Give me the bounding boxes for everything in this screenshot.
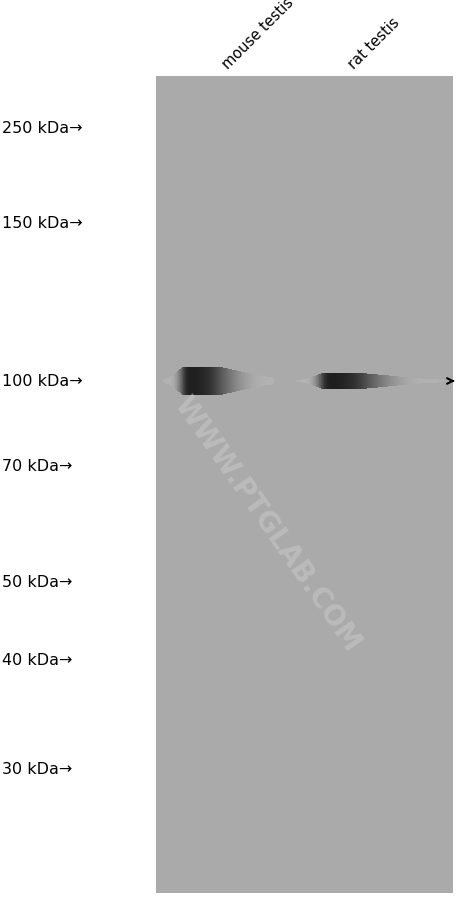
Text: 100 kDa→: 100 kDa→ xyxy=(2,374,83,389)
Text: 30 kDa→: 30 kDa→ xyxy=(2,761,73,776)
Text: 40 kDa→: 40 kDa→ xyxy=(2,653,73,667)
Text: 70 kDa→: 70 kDa→ xyxy=(2,459,73,474)
Text: 50 kDa→: 50 kDa→ xyxy=(2,575,73,589)
Text: rat testis: rat testis xyxy=(345,15,402,72)
Text: WWW.PTGLAB.COM: WWW.PTGLAB.COM xyxy=(168,391,365,656)
Bar xyxy=(156,77,452,893)
Text: 150 kDa→: 150 kDa→ xyxy=(2,216,83,231)
Text: mouse testis: mouse testis xyxy=(219,0,296,72)
Text: 250 kDa→: 250 kDa→ xyxy=(2,121,83,135)
